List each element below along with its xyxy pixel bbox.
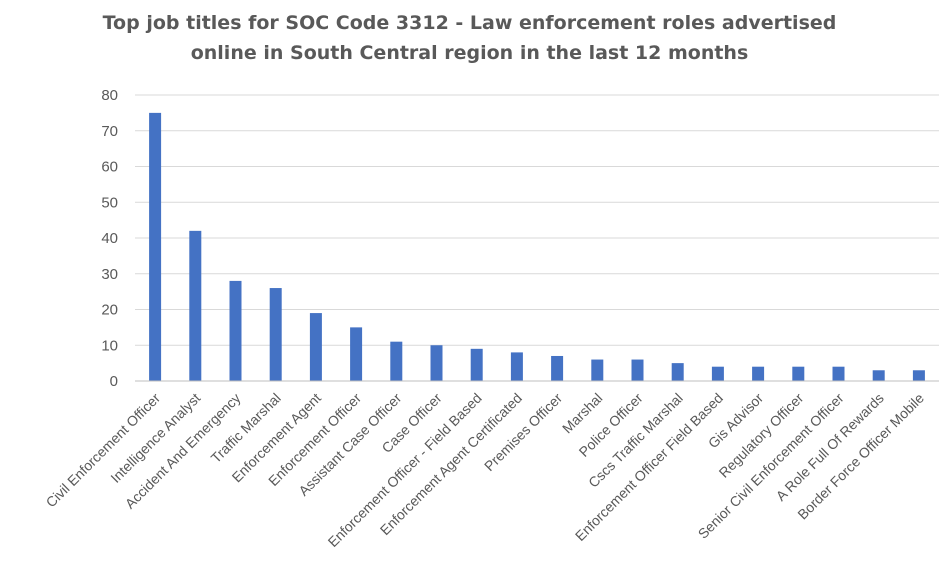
bar [189,230,202,381]
bar [591,359,604,381]
bar [752,366,765,381]
bar [551,355,564,381]
bar [430,345,443,381]
x-category-label: Traffic Marshal [208,390,284,466]
y-tick-label: 70 [101,123,118,140]
bar [269,288,282,381]
x-category-label: Senior Civil Enforcement Officer [695,390,847,542]
y-tick-label: 80 [101,87,118,104]
gridlines [135,94,939,346]
y-axis-tick-labels: 0 10 20 30 40 50 60 70 80 [101,87,118,390]
y-tick-label: 60 [101,159,118,176]
bar [309,313,322,381]
bar [912,370,925,381]
y-tick-label: 0 [110,373,118,390]
bar [792,366,805,381]
bar [671,363,684,381]
chart-title-line-2: online in South Central region in the la… [190,42,749,64]
bar [711,366,724,381]
bar [832,366,845,381]
y-tick-label: 40 [101,230,118,247]
bar [149,112,162,381]
chart-title: Top job titles for SOC Code 3312 - Law e… [0,8,939,68]
y-tick-label: 30 [101,266,118,283]
bar [872,370,885,381]
bar [390,341,403,381]
bars [149,112,925,381]
chart-title-line-1: Top job titles for SOC Code 3312 - Law e… [102,12,837,34]
bar [229,280,242,381]
bar [470,348,483,381]
y-tick-label: 10 [101,337,118,354]
bar [510,352,523,381]
bar [350,327,363,381]
y-tick-label: 20 [101,302,118,319]
y-tick-label: 50 [101,194,118,211]
bar [631,359,644,381]
